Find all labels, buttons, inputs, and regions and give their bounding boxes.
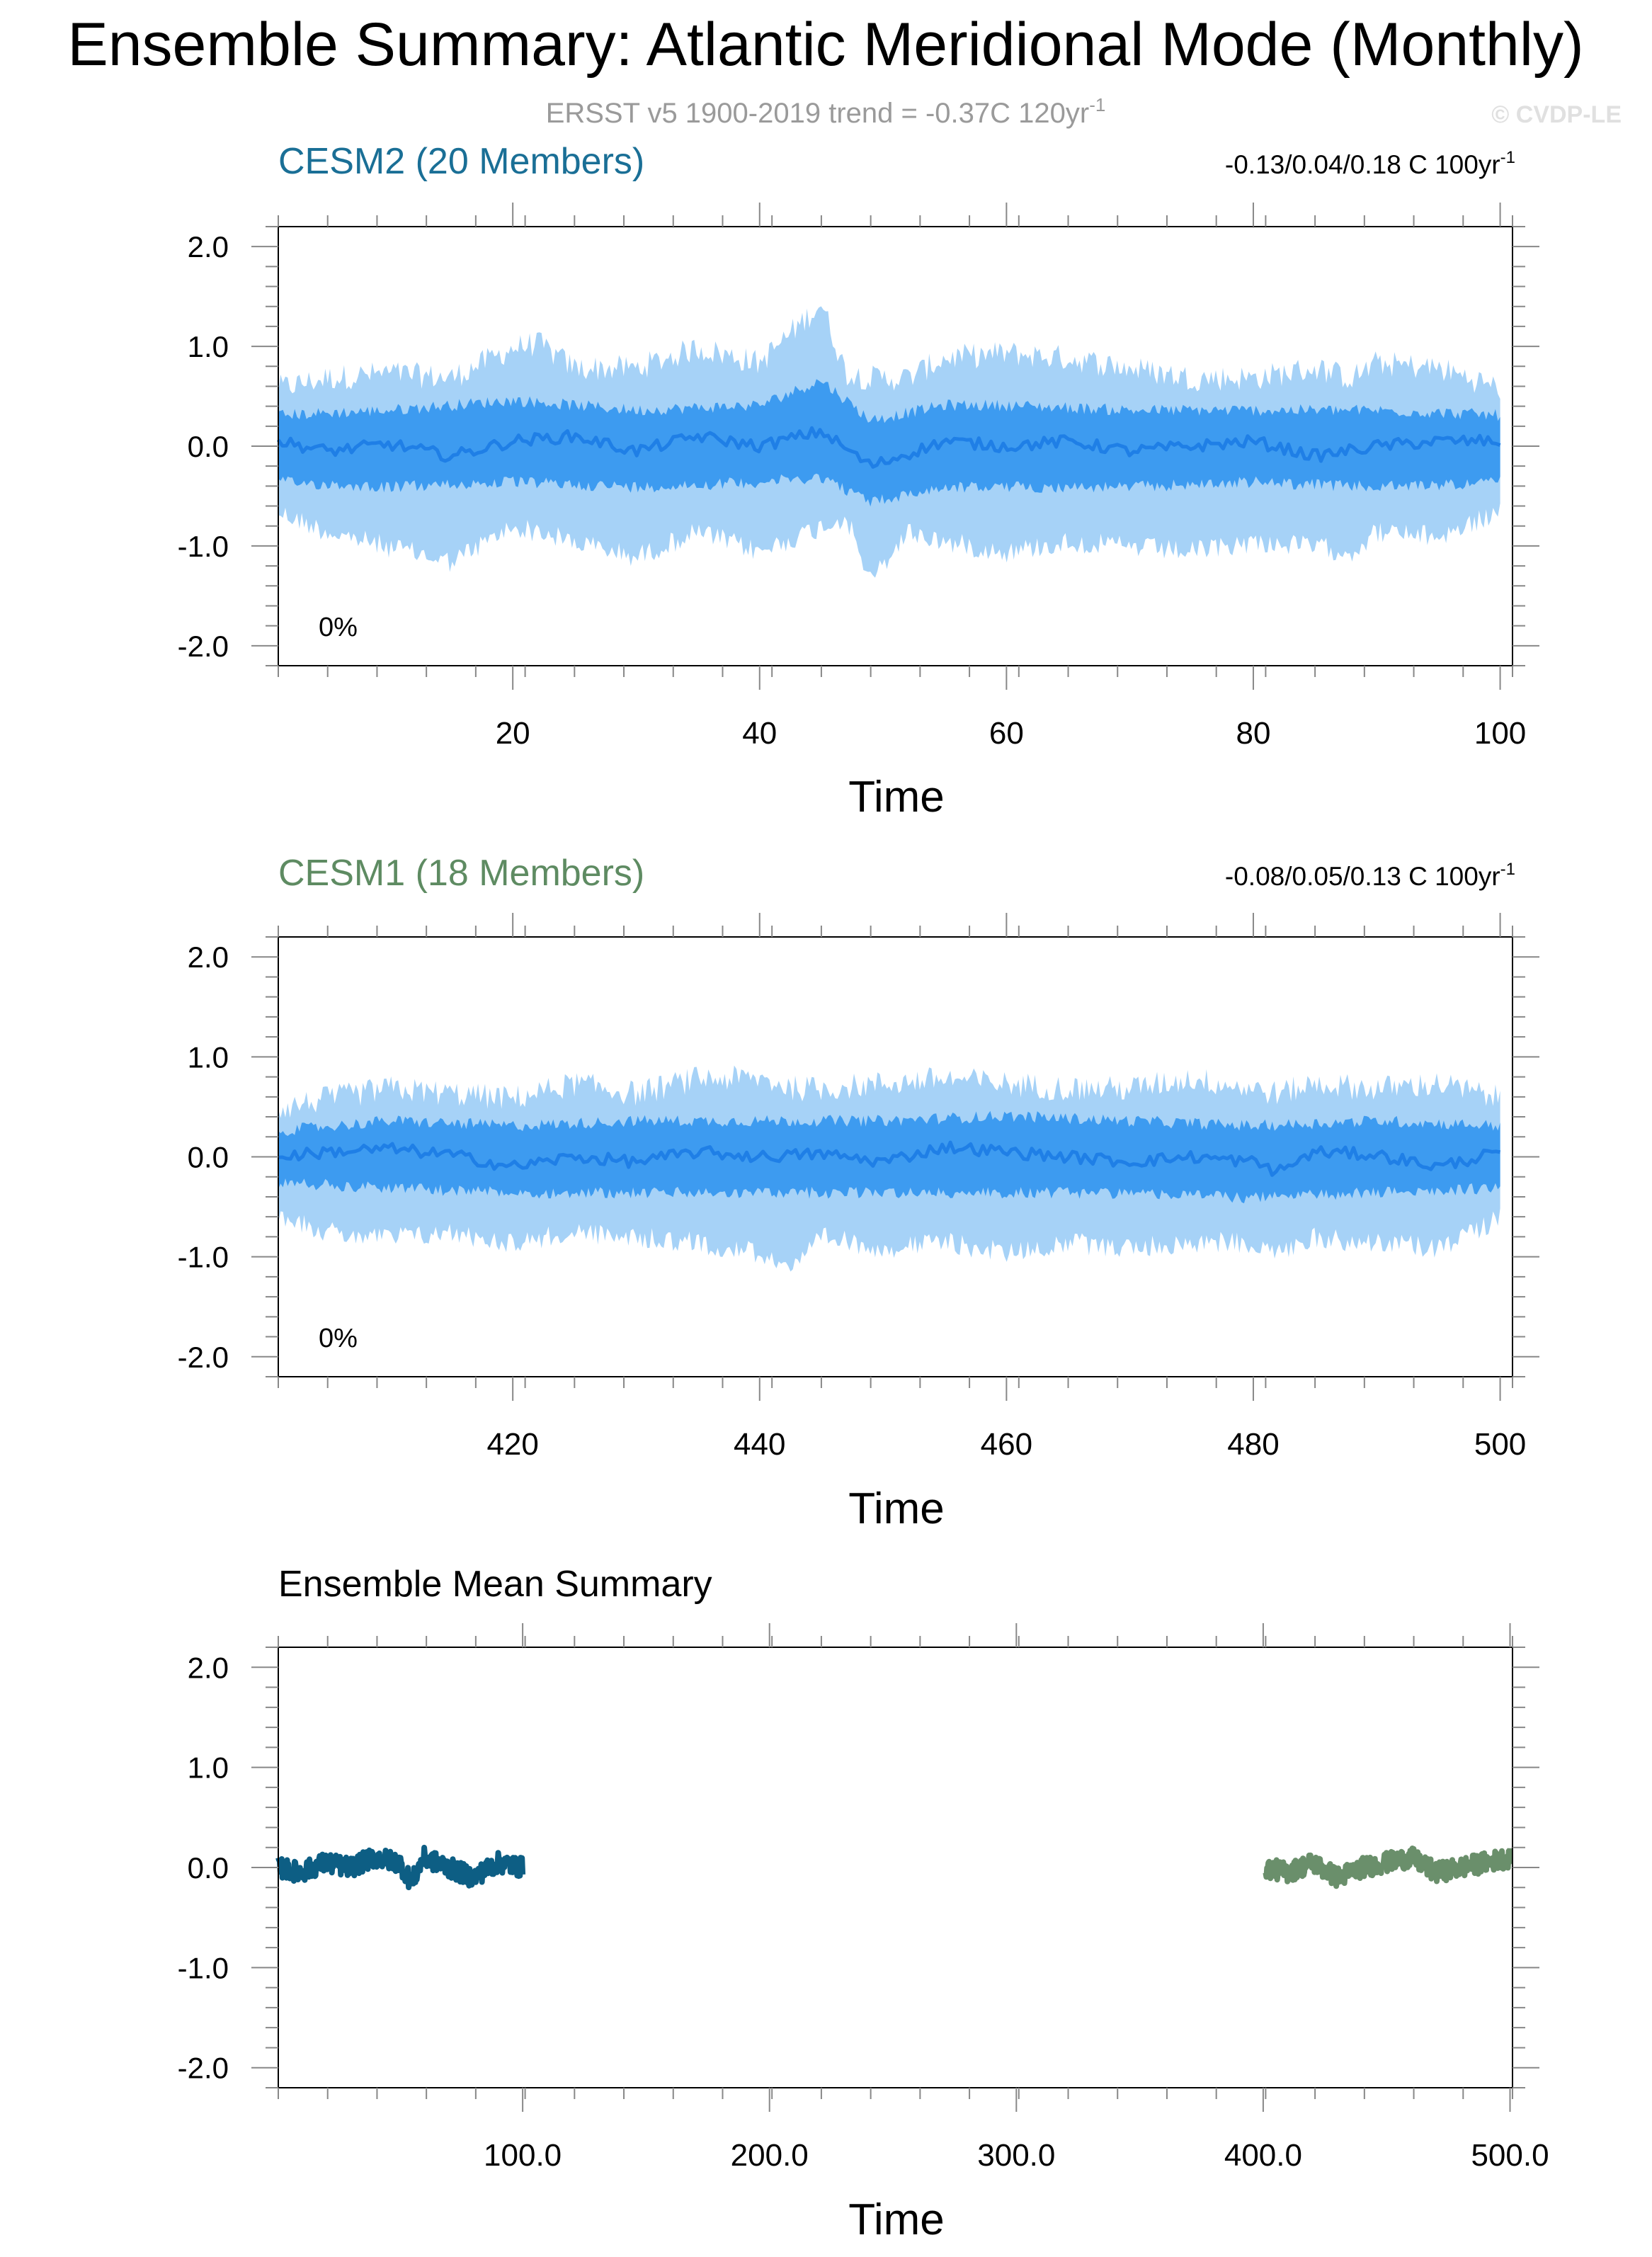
x-tick-label: 460 [981, 1427, 1032, 1462]
x-tick-label: 80 [1236, 716, 1270, 751]
y-tick-label: -2.0 [178, 2052, 229, 2085]
panel-cesm1: CESM1 (18 Members) -0.08/0.05/0.13 C 100… [178, 853, 1539, 1533]
subtitle-exponent: -1 [1089, 94, 1105, 115]
x-tick-label: 100 [1474, 716, 1526, 751]
y-tick-label: 0.0 [188, 1141, 229, 1174]
y-tick-label: 0.0 [188, 1851, 229, 1884]
x-tick-label: 440 [734, 1427, 785, 1462]
y-tick-label: 2.0 [188, 230, 229, 263]
x-tick-label: 20 [496, 716, 530, 751]
plot-area: -2.0 -1.0 0.0 1.0 2.0 20 40 60 80 100 [178, 203, 1539, 751]
figure-subtitle: ERSST v5 1900-2019 trend = -0.37C 120yr-… [546, 94, 1106, 129]
x-tick-label: 300.0 [977, 2138, 1055, 2173]
y-tick-label: -1.0 [178, 1241, 229, 1274]
x-tick-label: 100.0 [484, 2138, 562, 2173]
y-tick-label: -2.0 [178, 630, 229, 663]
plot-area: -2.0 -1.0 0.0 1.0 2.0 420 440 460 480 500 [178, 913, 1539, 1462]
subtitle-text: ERSST v5 1900-2019 trend = -0.37C 120yr [546, 98, 1090, 129]
x-tick-label: 40 [742, 716, 777, 751]
ensemble-mean-line [278, 1140, 1501, 1177]
x-tick-label: 400.0 [1224, 2138, 1302, 2173]
y-tick-label: -2.0 [178, 1341, 229, 1374]
y-tick-label: 2.0 [188, 1651, 229, 1684]
interquartile-envelope-band [278, 1110, 1500, 1204]
y-tick-label: -1.0 [178, 530, 229, 563]
trend-label: -0.13/0.04/0.18 C 100yr-1 [1225, 148, 1515, 179]
y-tick-label: 1.0 [188, 330, 229, 363]
y-tick-label: -1.0 [178, 1951, 229, 1984]
y-tick-label: 2.0 [188, 940, 229, 974]
x-tick-label: 500.0 [1471, 2138, 1549, 2173]
plot-area: -2.0 -1.0 0.0 1.0 2.0 100.0 200.0 300.0 400.0 500… [178, 1623, 1549, 2173]
x-axis-label: Time [848, 773, 944, 821]
y-tick-label: 0.0 [188, 430, 229, 463]
trend-label: -0.08/0.05/0.13 C 100yr-1 [1225, 860, 1515, 891]
x-tick-label: 420 [486, 1427, 538, 1462]
series-line-cesm2-20-members- [275, 1844, 526, 1891]
x-tick-label: 480 [1227, 1427, 1279, 1462]
x-tick-label: 500 [1474, 1427, 1526, 1462]
x-axis-label: Time [848, 1484, 944, 1533]
panel-ensemble-mean: Ensemble Mean Summary -2.0 -1.0 0.0 1.0 2.0 1… [178, 1564, 1549, 2244]
y-tick-label: 1.0 [188, 1040, 229, 1074]
percent-label: 0% [319, 613, 358, 642]
y-tick-label: 1.0 [188, 1751, 229, 1785]
interquartile-envelope-band [278, 379, 1500, 507]
panel-title: CESM1 (18 Members) [278, 853, 644, 894]
x-tick-label: 200.0 [731, 2138, 809, 2173]
copyright-label: © CVDP-LE [1491, 101, 1622, 128]
figure-title: Ensemble Summary: Atlantic Meridional Mo… [67, 11, 1583, 79]
panel-title: CESM2 (20 Members) [278, 141, 644, 182]
series-line-cesm1-18-members- [1263, 1846, 1513, 1889]
ensemble-mean-line [276, 426, 1501, 469]
panel-title: Ensemble Mean Summary [278, 1564, 712, 1605]
panel-cesm2: CESM2 (20 Members) -0.13/0.04/0.18 C 100… [178, 141, 1539, 821]
percent-label: 0% [319, 1324, 358, 1353]
x-tick-label: 60 [989, 716, 1024, 751]
x-axis-label: Time [848, 2195, 944, 2244]
